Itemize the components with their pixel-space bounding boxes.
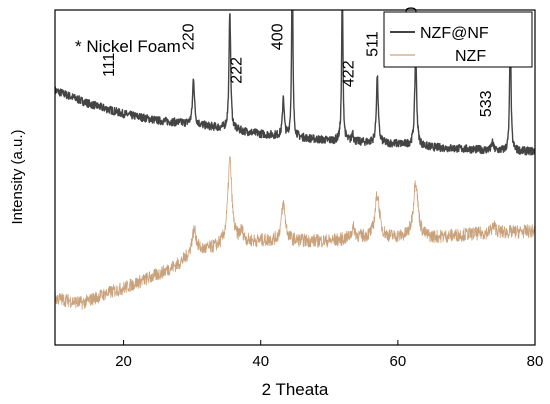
series-line-nzf-nf (55, 10, 535, 156)
y-axis-label: Intensity (a.u.) (9, 129, 26, 224)
legend: NZF@NF NZF (383, 11, 533, 68)
x-tick-label: 40 (252, 353, 269, 370)
x-tick-label: 80 (527, 353, 544, 370)
series-layer (55, 10, 535, 310)
x-tick-label: 20 (115, 353, 132, 370)
legend-label-nzf-nf: NZF@NF (420, 25, 489, 42)
peak-label-400: 400 (270, 23, 287, 50)
peak-label-111: 111 (101, 53, 118, 77)
legend-box (383, 11, 533, 68)
x-tick-label: 60 (390, 353, 407, 370)
x-axis-label: 2 Theata (262, 380, 329, 399)
peak-label-220: 220 (181, 23, 198, 50)
x-tick-layer: 20 40 60 80 (115, 340, 543, 370)
peak-label-422: 422 (340, 60, 357, 87)
plot-frame (54, 9, 536, 346)
peak-label-511: 511 (364, 31, 381, 57)
legend-label-nzf: NZF (455, 48, 486, 65)
nickel-foam-note: * Nickel Foam (75, 37, 181, 56)
nickel-foam-star-2: * (362, 0, 373, 13)
peak-label-533: 533 (478, 90, 495, 117)
peak-label-222: 222 (229, 57, 246, 84)
nickel-foam-star-1: * (302, 0, 313, 13)
series-line-nzf (55, 156, 535, 310)
